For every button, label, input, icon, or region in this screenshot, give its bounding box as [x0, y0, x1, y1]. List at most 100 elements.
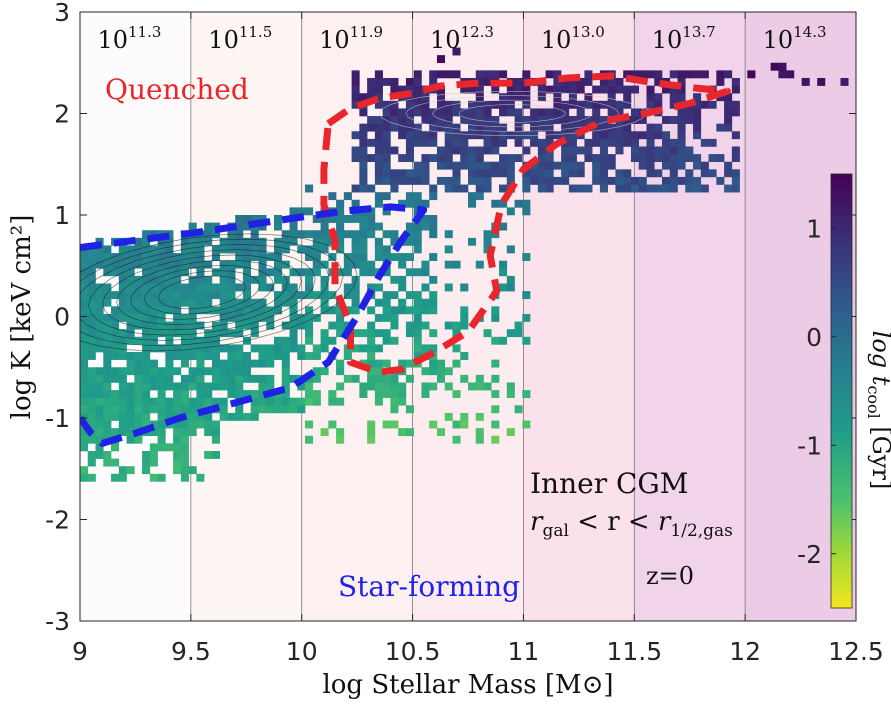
heatmap-cell [801, 77, 810, 86]
heatmap-cell [530, 176, 539, 185]
heatmap-cell [118, 374, 127, 383]
quenched-contour [320, 72, 731, 376]
heatmap-cell [87, 412, 96, 421]
heatmap-cell [382, 230, 391, 239]
heatmap-cell [126, 405, 135, 414]
heatmap-cell [405, 108, 414, 117]
heatmap-cell [405, 268, 414, 277]
heatmap-cell [700, 184, 709, 193]
heatmap-cell [413, 169, 422, 178]
heatmap-cell [351, 291, 360, 300]
heatmap-cell [483, 230, 492, 239]
heatmap-cell [165, 283, 174, 292]
heatmap-cell [188, 344, 197, 353]
heatmap-cell [219, 397, 228, 406]
heatmap-cell [615, 146, 624, 155]
heatmap-cell [126, 313, 135, 322]
heatmap-cell [219, 313, 228, 322]
heatmap-cell [421, 161, 430, 170]
heatmap-cell [80, 397, 89, 406]
heatmap-cell [405, 154, 414, 163]
heatmap-cell [134, 367, 143, 376]
heatmap-cell [429, 192, 438, 201]
heatmap-cell [95, 253, 104, 261]
heatmap-cell [359, 382, 368, 391]
heatmap-cell [584, 138, 593, 147]
heatmap-cell [80, 306, 89, 315]
heatmap-cell [242, 352, 252, 360]
heatmap-cell [87, 473, 96, 482]
heatmap-cell [429, 215, 438, 223]
heatmap-cell [460, 146, 469, 155]
heatmap-cell [382, 420, 391, 429]
heatmap-cell [204, 222, 213, 231]
heatmap-cell [95, 291, 104, 300]
heatmap-cell [281, 336, 290, 345]
heatmap-cell [646, 70, 655, 79]
heatmap-cell [499, 123, 508, 132]
heatmap-cell [638, 70, 647, 79]
heatmap-cell [599, 123, 608, 132]
heatmap-cell [274, 298, 283, 307]
heatmap-cell [149, 268, 158, 277]
heatmap-cell [654, 77, 663, 86]
y-tick-label: 0 [54, 303, 70, 332]
heatmap-cell [436, 428, 446, 437]
heatmap-cell [80, 275, 89, 284]
heatmap-cell [390, 374, 399, 383]
heatmap-cell [537, 93, 546, 102]
heatmap-cell [142, 329, 151, 338]
heatmap-cell [429, 291, 438, 300]
heatmap-cell [382, 390, 391, 398]
heatmap-cell [188, 313, 197, 322]
heatmap-cell [219, 329, 228, 338]
heatmap-cell [149, 420, 158, 429]
heatmap-cell [118, 397, 127, 406]
heatmap-cell [444, 161, 453, 170]
heatmap-cell [374, 169, 383, 178]
heatmap-cell [382, 374, 391, 383]
heatmap-cell [305, 321, 314, 330]
heatmap-cell [320, 222, 329, 231]
y-tick-label: -1 [45, 404, 70, 433]
heatmap-cell [180, 420, 189, 429]
heatmap-cell [227, 268, 236, 277]
heatmap-cell [103, 367, 112, 376]
heatmap-cell [196, 390, 205, 398]
heatmap-cell [80, 260, 89, 269]
heatmap-cell [95, 283, 104, 292]
heatmap-cell [351, 215, 360, 223]
heatmap-cell [405, 405, 414, 414]
heatmap-cell [630, 108, 640, 117]
heatmap-cell [677, 161, 686, 170]
heatmap-cell [219, 367, 228, 376]
heatmap-cell [374, 85, 383, 94]
heatmap-cell [553, 70, 562, 79]
heatmap-cell [599, 77, 608, 86]
heatmap-cell [180, 283, 189, 292]
heatmap-cell [646, 138, 655, 147]
heatmap-cell [522, 93, 531, 102]
heatmap-cell [499, 161, 508, 170]
heatmap-cell [405, 222, 414, 231]
heatmap-cell [211, 268, 220, 277]
heatmap-cell [398, 123, 407, 132]
heatmap-cell [499, 336, 508, 345]
heatmap-cell [630, 85, 640, 94]
heatmap-cell [297, 352, 306, 360]
heatmap-cell [483, 100, 492, 109]
heatmap-cell [118, 420, 127, 429]
heatmap-cell [118, 428, 127, 437]
heatmap-cell [553, 85, 562, 94]
heatmap-cell [274, 268, 283, 277]
heatmap-cell [615, 138, 624, 147]
heatmap-cell [530, 123, 539, 132]
heatmap-cell [204, 260, 213, 269]
heatmap-cell [522, 420, 531, 429]
heatmap-cell [623, 176, 632, 185]
heatmap-cell [475, 374, 484, 383]
heatmap-cell [142, 336, 151, 345]
heatmap-cell [685, 176, 694, 185]
heatmap-cell [413, 138, 422, 147]
heatmap-cell [196, 298, 205, 307]
